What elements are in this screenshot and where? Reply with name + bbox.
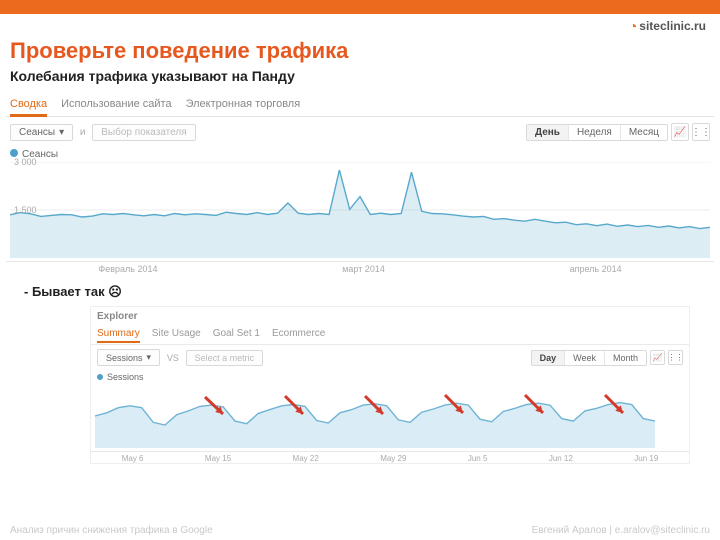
and-label: и — [80, 127, 86, 138]
range-buttons: ДеньНеделяМесяц — [526, 124, 668, 141]
ga2-chart — [95, 384, 655, 448]
ga2-tab[interactable]: Ecommerce — [272, 326, 325, 342]
top-orange-bar — [0, 0, 720, 14]
ga1-tab[interactable]: Электронная торговля — [186, 94, 301, 116]
range-button-2[interactable]: Week — [564, 351, 604, 365]
x-label: May 15 — [205, 454, 231, 463]
legend-dot-icon — [97, 374, 103, 380]
second-metric-selector[interactable]: Выбор показателя — [92, 124, 195, 141]
x-label: март 2014 — [342, 264, 385, 274]
x-label: May 22 — [293, 454, 319, 463]
x-label: Jun 12 — [549, 454, 573, 463]
range-buttons-2: DayWeekMonth — [531, 350, 647, 366]
range-button-2[interactable]: Day — [532, 351, 565, 365]
ga2-tab[interactable]: Summary — [97, 326, 140, 343]
ga1-legend: Сеансы — [6, 147, 714, 160]
ga1-chart — [10, 162, 710, 258]
metric-selector-2[interactable]: Sessions ▾ — [97, 349, 160, 366]
footer: Анализ причин снижения трафика в Google … — [0, 525, 720, 536]
legend2-label: Sessions — [107, 372, 144, 382]
range-button-2[interactable]: Month — [604, 351, 646, 365]
ga2-chart-wrap — [95, 384, 685, 453]
motion-chart-icon[interactable]: ⋮⋮ — [668, 350, 683, 365]
chevron-down-icon: ▾ — [59, 127, 64, 138]
ga1-tab[interactable]: Сводка — [10, 94, 47, 117]
x-label: Jun 5 — [468, 454, 488, 463]
second-metric-label: Выбор показателя — [101, 127, 186, 138]
ga2-controls: Sessions ▾ VS Select a metric DayWeekMon… — [91, 345, 689, 370]
ga1-tab[interactable]: Использование сайта — [61, 94, 171, 116]
motion-chart-icon[interactable]: ⋮⋮ — [692, 123, 710, 141]
ga1-controls: Сеансы ▾ и Выбор показателя ДеньНеделяМе… — [6, 117, 714, 147]
x-label: May 6 — [122, 454, 144, 463]
vs-label: VS — [167, 353, 179, 363]
metric-selector[interactable]: Сеансы ▾ — [10, 124, 73, 141]
ga1-tabs: Сводка Использование сайта Электронная тор… — [6, 94, 714, 117]
line-chart-icon[interactable]: 📈 — [671, 123, 689, 141]
metric-label: Сеансы — [19, 127, 55, 138]
ga-panel-2: Explorer Summary Site Usage Goal Set 1 Ecom… — [90, 306, 690, 464]
second-metric2-label: Select a metric — [195, 353, 255, 363]
x-label: May 29 — [380, 454, 406, 463]
footer-left: Анализ причин снижения трафика в Google — [10, 525, 213, 536]
range-button[interactable]: Месяц — [620, 125, 667, 140]
ga2-tab[interactable]: Site Usage — [152, 326, 201, 342]
brand-icon: ◔ — [629, 18, 637, 34]
x-label: Jun 19 — [634, 454, 658, 463]
metric2-label: Sessions — [106, 353, 143, 363]
chevron-down-icon: ▾ — [147, 352, 152, 363]
ga-panel-1: Сводка Использование сайта Электронная тор… — [6, 94, 714, 274]
range-button[interactable]: Неделя — [568, 125, 620, 140]
range-button[interactable]: День — [527, 125, 568, 140]
line-chart-icon[interactable]: 📈 — [650, 350, 665, 365]
brand-name: siteclinic.ru — [639, 19, 706, 33]
page-subtitle: Колебания трафика указывают на Панду — [0, 68, 720, 92]
note-text: - Бывает так ☹ — [0, 278, 720, 304]
brand-row: ◔ siteclinic.ru — [0, 14, 720, 36]
legend-dot-icon — [10, 149, 18, 157]
ga2-tab[interactable]: Goal Set 1 — [213, 326, 260, 342]
x-label: Февраль 2014 — [98, 264, 157, 274]
footer-right: Евгений Аралов | e.aralov@siteclinic.ru — [532, 525, 710, 536]
ga2-tabs: Summary Site Usage Goal Set 1 Ecommerce — [91, 324, 689, 345]
second-metric-selector-2[interactable]: Select a metric — [186, 350, 264, 366]
ga2-legend: Sessions — [91, 370, 689, 382]
ga1-chart-wrap: 3 0001 500 — [10, 162, 710, 263]
y-tick-label: 1 500 — [14, 205, 37, 215]
page-title: Проверьте поведение трафика — [0, 36, 720, 68]
y-tick-label: 3 000 — [14, 157, 37, 167]
x-label: апрель 2014 — [570, 264, 622, 274]
ga2-title: Explorer — [91, 307, 689, 324]
